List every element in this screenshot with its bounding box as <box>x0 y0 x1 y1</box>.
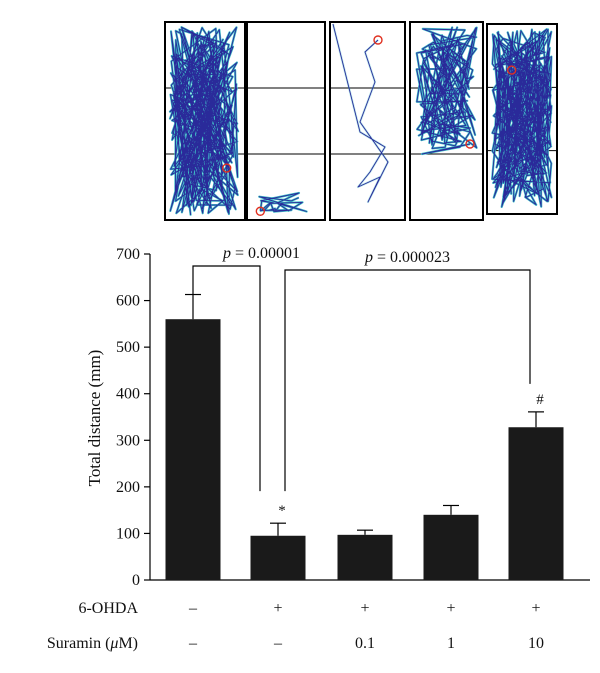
p-value-brackets: p = 0.00001 p = 0.000023 <box>192 245 531 492</box>
track-panel <box>246 21 326 221</box>
end-marker <box>465 139 475 149</box>
track-panel <box>164 21 246 221</box>
bar <box>165 319 221 580</box>
row-label: 6-OHDA <box>78 600 138 617</box>
row-cell: + <box>360 600 369 617</box>
row-cell: 0.1 <box>355 635 375 652</box>
row-cell: – <box>188 635 198 652</box>
y-tick-label: 0 <box>132 572 140 589</box>
y-axis-label: Total distance (mm) <box>85 350 104 487</box>
significance-mark: # <box>536 392 544 408</box>
row-cell: + <box>446 600 455 617</box>
y-tick-label: 700 <box>116 246 140 263</box>
significance-mark: * <box>278 503 286 519</box>
y-tick-label: 600 <box>116 293 140 310</box>
row-cell: 10 <box>528 635 544 652</box>
bar <box>250 535 306 580</box>
p-value-label: p = 0.000023 <box>364 249 450 266</box>
y-tick-label: 400 <box>116 386 140 403</box>
end-marker <box>221 163 232 173</box>
end-marker <box>506 65 517 75</box>
end-marker <box>373 35 383 45</box>
row-cell: 1 <box>447 635 455 652</box>
p-value-bracket <box>284 269 531 492</box>
row-cell: – <box>188 600 198 617</box>
row-cell: – <box>273 635 283 652</box>
bars: *# <box>165 293 564 580</box>
track-panel <box>486 23 558 215</box>
p-value-label: p = 0.00001 <box>222 245 300 262</box>
row-label: Suramin (μM) <box>47 635 138 652</box>
row-cell: + <box>273 600 282 617</box>
y-tick-label: 300 <box>116 432 140 449</box>
track-panel <box>409 21 484 221</box>
bar <box>423 514 479 580</box>
row-cell: + <box>531 600 540 617</box>
bar <box>508 427 564 580</box>
y-tick-label: 100 <box>116 525 140 542</box>
y-ticks: 0 100 200 300 400 500 600 700 <box>116 246 150 589</box>
bar <box>337 534 393 580</box>
y-tick-label: 200 <box>116 479 140 496</box>
track-panels <box>164 21 558 221</box>
end-marker <box>255 206 266 216</box>
y-tick-label: 500 <box>116 339 140 356</box>
track-panel <box>329 21 406 221</box>
treatment-table: 6-OHDA – + + + + Suramin (μM) – – 0.1 1 10 <box>47 600 544 652</box>
p-value-bracket <box>192 265 261 492</box>
